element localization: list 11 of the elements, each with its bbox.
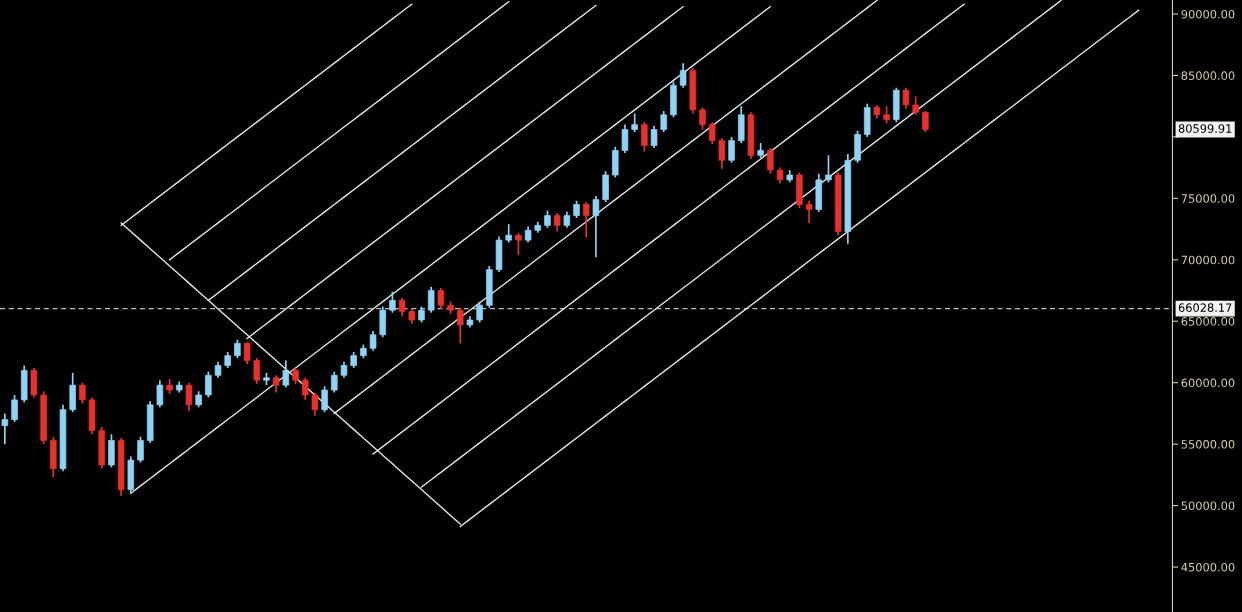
y-tick-label: 65000.00 (1181, 317, 1235, 326)
y-tick-label: 70000.00 (1181, 255, 1235, 265)
text: 80599.91 (1178, 124, 1232, 133)
y-tick-label: 45000.00 (1181, 562, 1235, 572)
y-tick-label: 75000.00 (1181, 194, 1235, 203)
y-tick-label: 90000.00 (1181, 9, 1235, 19)
y-tick-label: 55000.00 (1181, 440, 1235, 449)
ref-line-label: 66028.17 (1178, 303, 1232, 312)
y-tick-label: 60000.00 (1181, 378, 1235, 388)
y-tick-label: 85000.00 (1181, 71, 1235, 80)
y-tick-label: 50000.00 (1181, 501, 1235, 511)
